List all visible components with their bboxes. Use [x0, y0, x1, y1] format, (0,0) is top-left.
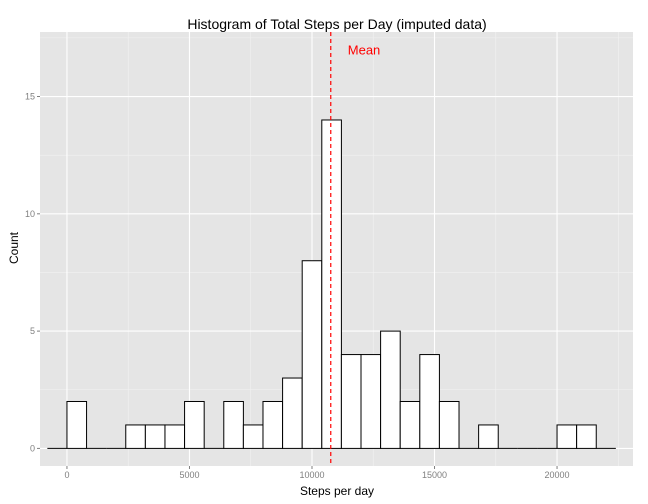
histogram-bar	[242, 424, 264, 449]
x-axis-title: Steps per day	[300, 484, 374, 498]
histogram-bar	[282, 377, 303, 449]
chart-title: Histogram of Total Steps per Day (impute…	[187, 16, 486, 32]
x-tick-label: 0	[64, 470, 69, 480]
x-tick-label: 10000	[299, 470, 324, 480]
histogram-bar	[223, 400, 244, 449]
histogram-bar	[399, 400, 421, 449]
histogram-bar	[262, 400, 284, 449]
histogram-bar	[360, 354, 382, 449]
histogram-bar	[438, 400, 460, 449]
y-tick-label: 15	[25, 92, 35, 102]
histogram-bar	[340, 354, 362, 449]
histogram-bar	[184, 400, 205, 449]
histogram-bar	[576, 424, 597, 449]
histogram-bar	[478, 424, 499, 449]
histogram-bar	[419, 354, 440, 449]
histogram-bar	[144, 424, 166, 449]
histogram-bar	[125, 424, 146, 449]
y-axis-title: Count	[7, 231, 21, 264]
histogram-bar	[301, 260, 323, 449]
histogram-bar	[66, 400, 88, 449]
histogram-bar	[556, 424, 578, 449]
x-tick-label: 20000	[545, 470, 570, 480]
histogram-bar	[164, 424, 186, 449]
x-tick-label: 15000	[422, 470, 447, 480]
y-tick-label: 10	[25, 209, 35, 219]
y-tick-label: 0	[30, 443, 35, 453]
mean-label: Mean	[348, 42, 381, 57]
histogram-bar	[380, 330, 401, 449]
y-tick-label: 5	[30, 326, 35, 336]
histogram-bar	[321, 119, 342, 449]
x-tick-label: 5000	[179, 470, 199, 480]
